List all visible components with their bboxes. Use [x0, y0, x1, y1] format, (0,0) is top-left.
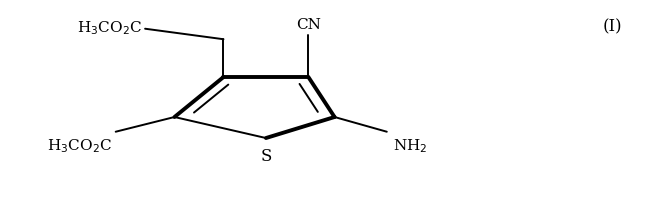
Text: CN: CN	[296, 18, 321, 32]
Text: (I): (I)	[602, 18, 622, 35]
Text: NH$_2$: NH$_2$	[394, 138, 428, 155]
Text: H$_3$CO$_2$C: H$_3$CO$_2$C	[47, 138, 112, 155]
Text: H$_3$CO$_2$C: H$_3$CO$_2$C	[77, 19, 142, 36]
Text: S: S	[260, 148, 272, 166]
